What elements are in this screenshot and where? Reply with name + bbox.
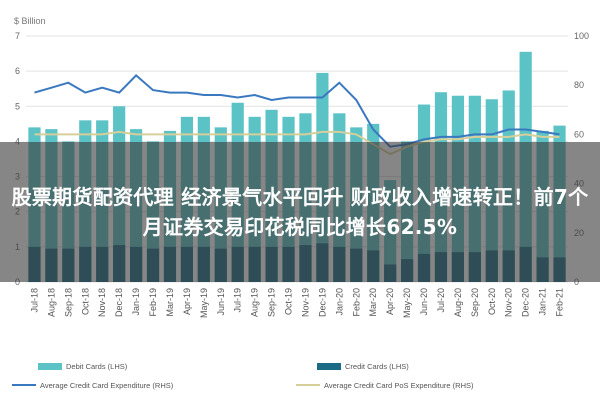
- left-tick-label: 6: [15, 66, 20, 76]
- x-tick-label: Oct-20: [487, 288, 497, 315]
- x-tick-label: Aug-20: [453, 288, 463, 317]
- x-tick-label: Jul-18: [29, 288, 39, 313]
- x-tick-label: Nov-20: [504, 288, 514, 317]
- left-tick-label: 7: [15, 31, 20, 41]
- series-line: [34, 130, 560, 156]
- legend-label: Debit Cards (LHS): [66, 362, 128, 371]
- x-tick-label: Apr-20: [385, 288, 395, 315]
- x-tick-label: May-20: [402, 288, 412, 318]
- x-axis-ticks: Jul-18 Aug-18 Sep-18 Oct-18 Nov-18 Dec-18 Jan-…: [29, 288, 564, 318]
- x-tick-label: Feb-21: [555, 288, 565, 317]
- x-tick-label: Jul-19: [233, 288, 243, 313]
- x-tick-label: Aug-18: [46, 288, 56, 317]
- x-tick-label: Oct-19: [284, 288, 294, 315]
- right-tick-label: 80: [574, 80, 584, 90]
- legend-swatch: [38, 363, 62, 370]
- x-tick-label: Jan-20: [334, 288, 344, 316]
- x-tick-label: Aug-19: [250, 288, 260, 317]
- left-tick-label: 5: [15, 101, 20, 111]
- x-tick-label: Oct-18: [80, 288, 90, 315]
- x-tick-label: May-19: [199, 288, 209, 318]
- legend-label: Credit Cards (LHS): [345, 362, 409, 371]
- x-tick-label: Jan-19: [131, 288, 141, 316]
- right-tick-label: 0: [574, 277, 579, 287]
- overlay-banner: 股票期货配资代理 经济景气水平回升 财政收入增速转正！前7个月证券交易印花税同比…: [0, 142, 600, 282]
- x-tick-label: Sep-18: [63, 288, 73, 317]
- legend-label: Average Credit Card Expenditure (RHS): [40, 381, 174, 390]
- right-tick-label: 60: [574, 129, 584, 139]
- x-tick-label: Jan-21: [538, 288, 548, 316]
- left-tick-label: 0: [15, 277, 20, 287]
- right-tick-label: 100: [574, 31, 589, 41]
- x-tick-label: Jun-19: [216, 288, 226, 316]
- x-tick-label: Sep-19: [267, 288, 277, 317]
- left-tick-label: 4: [15, 136, 20, 146]
- x-tick-label: Apr-19: [182, 288, 192, 315]
- x-tick-label: Nov-18: [97, 288, 107, 317]
- x-tick-label: Feb-20: [351, 288, 361, 317]
- banner-headline: 股票期货配资代理 经济景气水平回升 财政收入增速转正！前7个月证券交易印花税同比…: [11, 185, 589, 239]
- legend: Debit Cards (LHS) Credit Cards (LHS) Avera…: [12, 362, 474, 390]
- x-tick-label: Jul-20: [436, 288, 446, 313]
- x-tick-label: Jun-20: [419, 288, 429, 316]
- x-tick-label: Dec-18: [114, 288, 124, 317]
- x-tick-label: Dec-20: [521, 288, 531, 317]
- legend-label: Average Credit Card PoS Expenditure (RHS…: [324, 381, 474, 390]
- x-tick-label: Mar-20: [368, 288, 378, 317]
- series-line: [34, 74, 560, 148]
- x-tick-label: Mar-19: [165, 288, 175, 317]
- units-label: $ Billion: [14, 16, 46, 26]
- legend-swatch: [317, 363, 341, 370]
- series-lines: [34, 74, 560, 156]
- x-tick-label: Dec-19: [317, 288, 327, 317]
- x-tick-label: Feb-19: [148, 288, 158, 317]
- x-tick-label: Sep-20: [470, 288, 480, 317]
- x-tick-label: Nov-19: [300, 288, 310, 317]
